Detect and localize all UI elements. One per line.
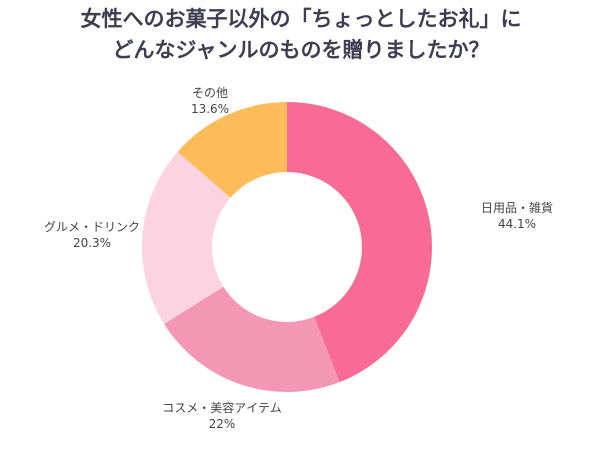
slice-value-label: 22% — [209, 417, 236, 431]
slice-value-label: 20.3% — [73, 236, 111, 250]
title-line-2: どんなジャンルのものを贈りましたか？ — [112, 38, 490, 62]
slice-category-label: 日用品・雑貨 — [481, 200, 553, 215]
slice-category-label: グルメ・ドリンク — [44, 220, 140, 234]
slice-category-label: その他 — [192, 86, 228, 100]
title-line-1: 女性へのお菓子以外の「ちょっとしたお礼」に — [80, 7, 522, 31]
slice-value-label: 44.1% — [498, 217, 536, 231]
slice-3 — [177, 102, 287, 198]
slice-2 — [142, 151, 231, 324]
chart-title: 女性へのお菓子以外の「ちょっとしたお礼」に どんなジャンルのものを贈りましたか？ — [0, 4, 602, 66]
slice-value-label: 13.6% — [191, 102, 229, 116]
slice-category-label: コスメ・美容アイテム — [162, 400, 281, 415]
slice-0 — [287, 102, 432, 383]
slice-1 — [164, 286, 340, 392]
